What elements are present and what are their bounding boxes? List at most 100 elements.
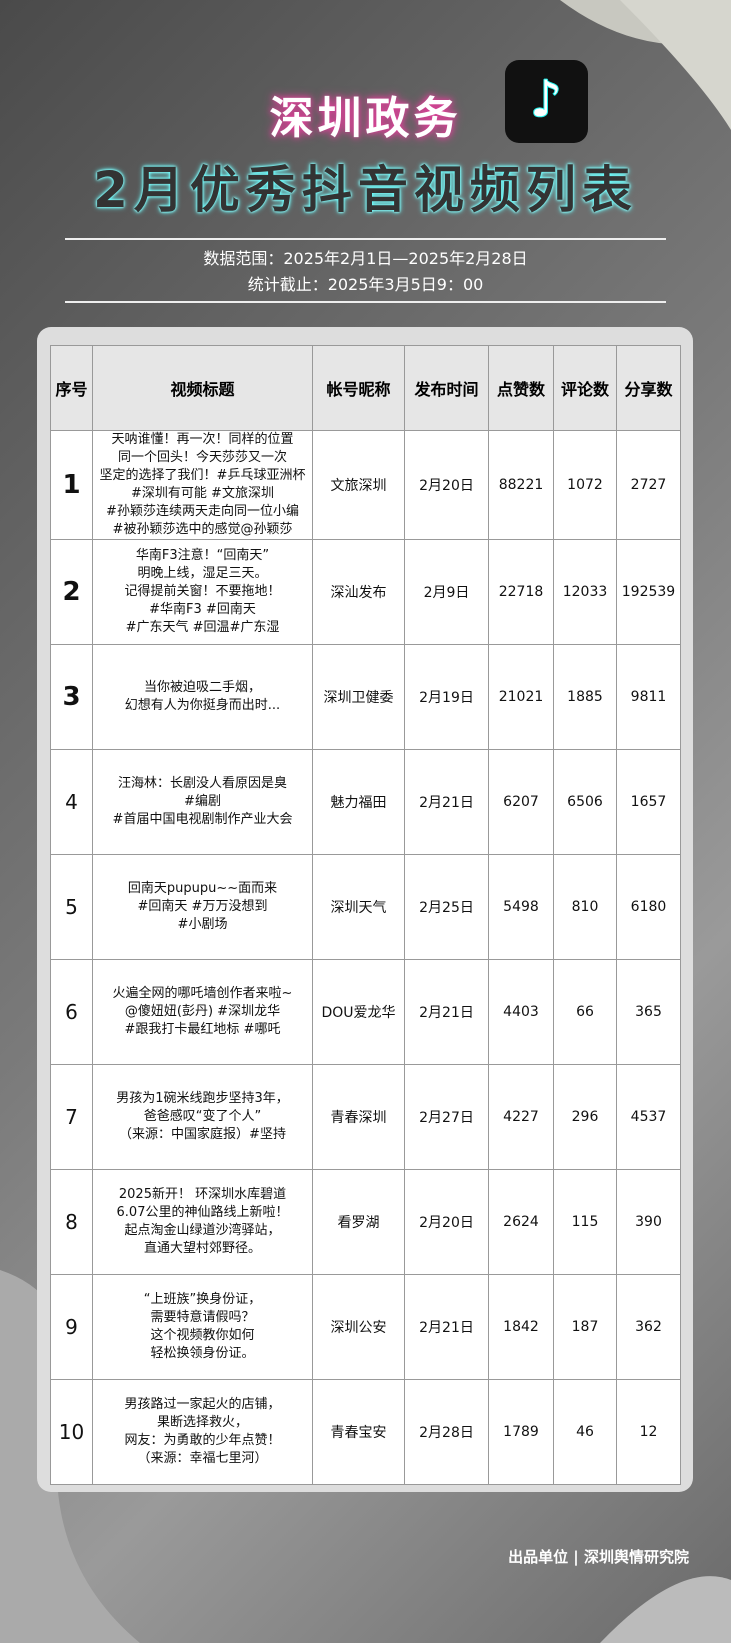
title-line: 天呐谁懂！再一次！同样的位置 xyxy=(111,432,294,447)
cell: 4227 xyxy=(488,1064,554,1170)
rank: 1 xyxy=(50,430,93,540)
subtitle: 2月优秀抖音视频列表 xyxy=(93,161,638,219)
video-title: 华南F3注意！“回南天” 明晚上线，湿足三天。 记得提前关窗！不要拖地！ #华南F3 … xyxy=(92,539,313,645)
title-line: 坚定的选择了我们！#乒乓球亚洲杯 xyxy=(99,468,306,483)
column-header: 序号 xyxy=(50,345,93,431)
video-title: 当你被迫吸二手烟， 幻想有人为你挺身而出时... xyxy=(92,644,313,750)
title-line: 幻想有人为你挺身而出时... xyxy=(124,698,281,713)
rank: 5 xyxy=(50,854,93,960)
cell: 192539 xyxy=(616,539,681,645)
cell: 2月25日 xyxy=(404,854,489,960)
rank: 7 xyxy=(50,1064,93,1170)
title-line: 华南F3注意！“回南天” xyxy=(135,548,270,563)
title-line: 男孩为1碗米线跑步坚持3年， xyxy=(116,1091,289,1106)
column-header: 分享数 xyxy=(616,345,681,431)
title-line: #孙颖莎连续两天走向同一位小编 xyxy=(106,504,299,519)
title-line: @傻妞妞(彭丹) #深圳龙华 xyxy=(124,1004,281,1019)
cell: 296 xyxy=(553,1064,617,1170)
column-header: 评论数 xyxy=(553,345,617,431)
cell: 187 xyxy=(553,1274,617,1380)
title-line: 爸爸感叹“变了个人” xyxy=(143,1109,262,1124)
table-row: 10 男孩路过一家起火的店铺， 果断选择救火， 网友：为勇敢的少年点赞！ （来源：幸福七… xyxy=(50,1379,681,1485)
rank: 8 xyxy=(50,1169,93,1275)
cell: 青春深圳 xyxy=(312,1064,405,1170)
cell: 1789 xyxy=(488,1379,554,1485)
cell: 2月21日 xyxy=(404,749,489,855)
column-header: 帐号昵称 xyxy=(312,345,405,431)
video-title: 男孩为1碗米线跑步坚持3年， 爸爸感叹“变了个人” （来源：中国家庭报）#坚持 xyxy=(92,1064,313,1170)
title-line: #被孙颖莎选中的感觉@孙颖莎 xyxy=(112,522,293,537)
cell: 21021 xyxy=(488,644,554,750)
title-line: 明晚上线，湿足三天。 xyxy=(137,566,268,581)
cell: 12 xyxy=(616,1379,681,1485)
column-header: 视频标题 xyxy=(92,345,313,431)
title-line: 同一个回头！今天莎莎又一次 xyxy=(117,450,287,465)
cell: 2月9日 xyxy=(404,539,489,645)
cell: 2727 xyxy=(616,430,681,540)
video-title: 男孩路过一家起火的店铺， 果断选择救火， 网友：为勇敢的少年点赞！ （来源：幸福七里河… xyxy=(92,1379,313,1485)
cell: 810 xyxy=(553,854,617,960)
cell: 390 xyxy=(616,1169,681,1275)
cell: 2月21日 xyxy=(404,959,489,1065)
video-title: “上班族”换身份证， 需要特意请假吗？ 这个视频教你如何 轻松换领身份证。 xyxy=(92,1274,313,1380)
cell: 22718 xyxy=(488,539,554,645)
video-title: 汪海林：长剧没人看原因是臭 #编剧 #首届中国电视剧制作产业大会 xyxy=(92,749,313,855)
video-title: 天呐谁懂！再一次！同样的位置 同一个回头！今天莎莎又一次坚定的选择了我们！#乒乓球… xyxy=(92,430,313,540)
title-line: #深圳有可能 #文旅深圳 xyxy=(131,486,274,501)
title-line: 火遍全网的哪吒墙创作者来啦~ xyxy=(112,986,293,1001)
cell: 2月19日 xyxy=(404,644,489,750)
cell: 66 xyxy=(553,959,617,1065)
rank: 2 xyxy=(50,539,93,645)
cell: 2624 xyxy=(488,1169,554,1275)
cell: 文旅深圳 xyxy=(312,430,405,540)
svg-text:♪: ♪ xyxy=(530,70,562,128)
cell: 12033 xyxy=(553,539,617,645)
title-line: 6.07公里的神仙路线上新啦！ xyxy=(116,1205,289,1220)
title-line: #回南天 #万万没想到 xyxy=(137,899,268,914)
video-title: 2025新开！ 环深圳水库碧道 6.07公里的神仙路线上新啦！ 起点淘金山绿道沙湾驿… xyxy=(92,1169,313,1275)
table-row: 2 华南F3注意！“回南天” 明晚上线，湿足三天。 记得提前关窗！不要拖地！ #华南F3… xyxy=(50,539,681,645)
cell: 深圳卫健委 xyxy=(312,644,405,750)
rank: 10 xyxy=(50,1379,93,1485)
table-row: 4 汪海林：长剧没人看原因是臭 #编剧 #首届中国电视剧制作产业大会 魅力福田 2月21日… xyxy=(50,749,681,855)
title-line: #首届中国电视剧制作产业大会 xyxy=(112,812,293,827)
title-line: #编剧 xyxy=(184,794,221,809)
title-line: 起点淘金山绿道沙湾驿站， xyxy=(124,1223,281,1238)
title-line: （来源：中国家庭报）#坚持 xyxy=(119,1127,286,1142)
cell: 看罗湖 xyxy=(312,1169,405,1275)
cell: DOU爱龙华 xyxy=(312,959,405,1065)
title-line: #跟我打卡最红地标 #哪吒 xyxy=(124,1022,281,1037)
table-row: 7 男孩为1碗米线跑步坚持3年， 爸爸感叹“变了个人” （来源：中国家庭报）#坚持 青春… xyxy=(50,1064,681,1170)
cell: 6180 xyxy=(616,854,681,960)
title-line: #华南F3 #回南天 xyxy=(149,602,256,617)
cell: 2月21日 xyxy=(404,1274,489,1380)
cell: 2月20日 xyxy=(404,1169,489,1275)
title-line: 这个视频教你如何 xyxy=(150,1328,255,1343)
cell: 1885 xyxy=(553,644,617,750)
title: 深圳政务 xyxy=(269,93,462,144)
title-line: 回南天pupupu~~面而来 xyxy=(127,881,278,896)
rank: 4 xyxy=(50,749,93,855)
cell: 深汕发布 xyxy=(312,539,405,645)
title-line: 需要特意请假吗？ xyxy=(150,1310,255,1325)
title-line: 直通大望村郊野径。 xyxy=(143,1241,261,1256)
rank: 9 xyxy=(50,1274,93,1380)
table-row: 3 当你被迫吸二手烟， 幻想有人为你挺身而出时... 深圳卫健委 2月19日 21021 1… xyxy=(50,644,681,750)
title-line: 果断选择救火， xyxy=(156,1415,248,1430)
cell: 1842 xyxy=(488,1274,554,1380)
title-line: 汪海林：长剧没人看原因是臭 xyxy=(117,776,287,791)
cell: 1657 xyxy=(616,749,681,855)
column-header: 点赞数 xyxy=(488,345,554,431)
video-title: 火遍全网的哪吒墙创作者来啦~ @傻妞妞(彭丹) #深圳龙华 #跟我打卡最红地标 #哪… xyxy=(92,959,313,1065)
title-line: #广东天气 #回温#广东湿 xyxy=(125,620,280,635)
cell: 5498 xyxy=(488,854,554,960)
cell: 6506 xyxy=(553,749,617,855)
table: 序号 视频标题 帐号昵称 发布时间 点赞数 评论数 分享数 1 天呐谁懂！再一次！同样的位置 同一… xyxy=(50,345,681,1485)
cell: 46 xyxy=(553,1379,617,1485)
cell: 2月27日 xyxy=(404,1064,489,1170)
column-header: 发布时间 xyxy=(404,345,489,431)
title-line: 记得提前关窗！不要拖地！ xyxy=(124,584,281,599)
video-title: 回南天pupupu~~面而来 #回南天 #万万没想到 #小剧场 xyxy=(92,854,313,960)
